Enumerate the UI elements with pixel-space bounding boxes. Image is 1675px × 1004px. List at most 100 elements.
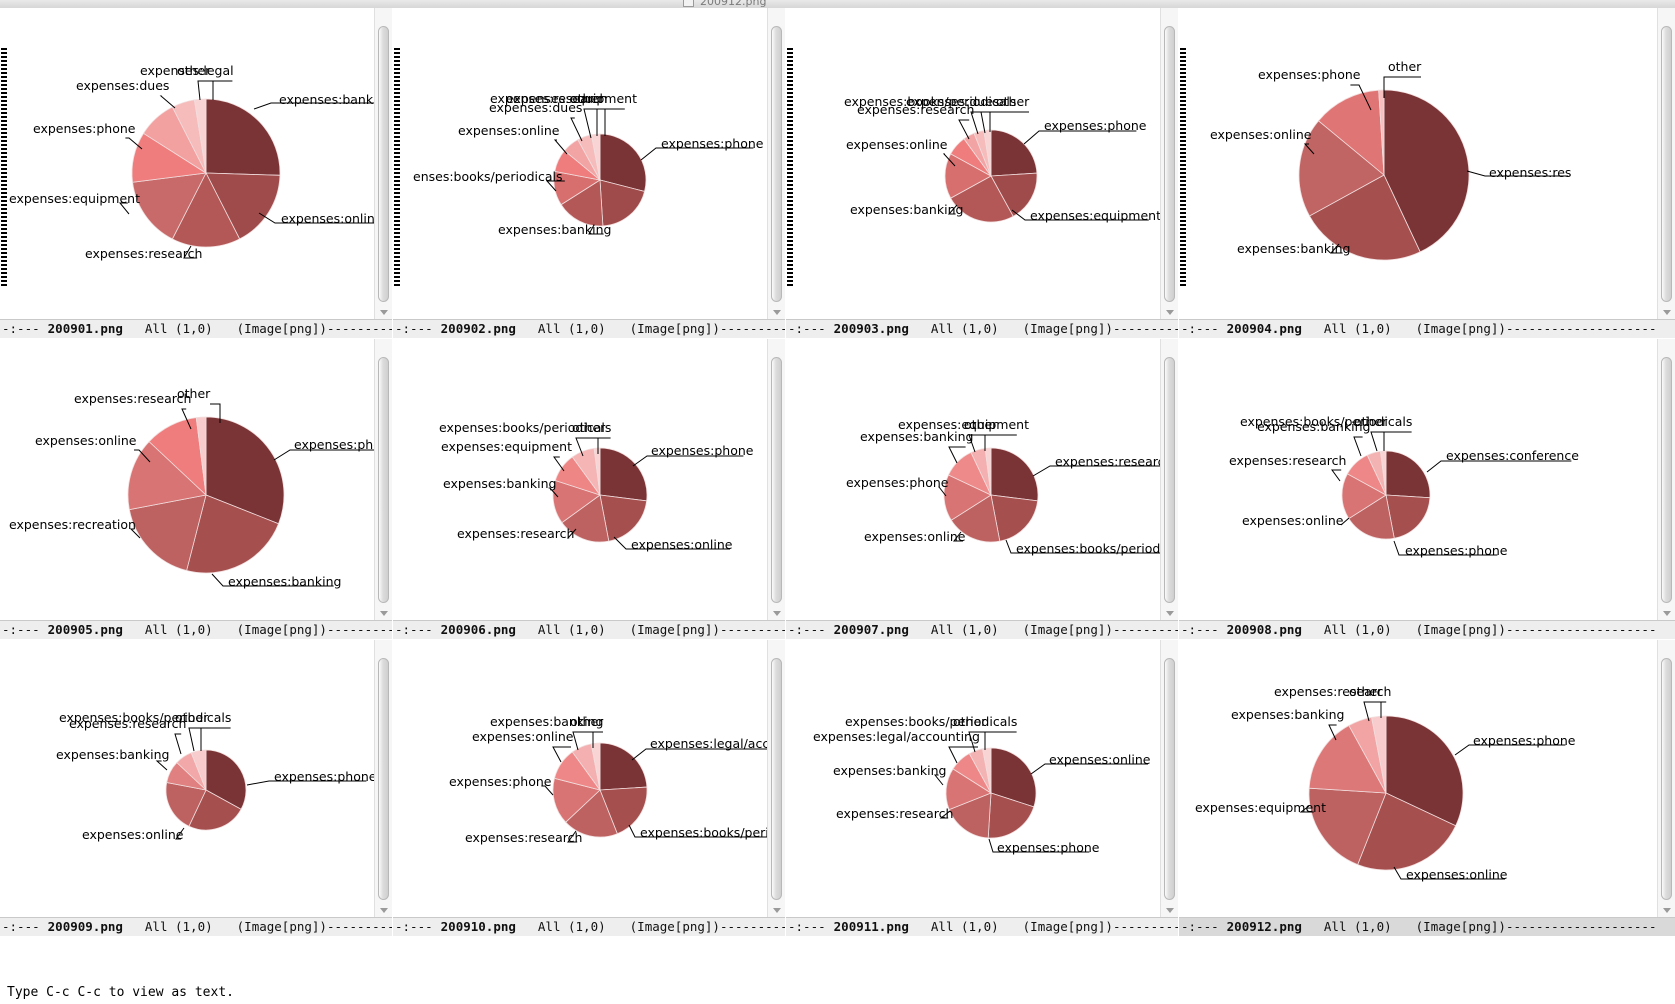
window-scrollbar[interactable] <box>1160 8 1178 320</box>
modeline-200912[interactable]: -:--- 200912.png All (1,0) (Image[png])----… <box>1179 917 1675 936</box>
image-buffer-200901[interactable]: expenses:banking expenses:online expenses:… <box>0 8 392 320</box>
modeline-200905[interactable]: -:--- 200905.png All (1,0) (Image[png])----… <box>0 620 392 639</box>
pie-chart-200901: expenses:banking expenses:online expenses:… <box>9 63 383 261</box>
pie-label: other <box>572 420 606 435</box>
modeline-position: All (1,0) <box>930 622 999 637</box>
scrollbar-down-arrow-icon[interactable] <box>1662 906 1671 916</box>
image-buffer-200910[interactable]: expenses:legal/accoun expenses:books/peri… <box>393 640 785 918</box>
pie-label: expenses:research <box>1274 684 1391 699</box>
modeline-position: All (1,0) <box>144 321 213 336</box>
scrollbar-down-arrow-icon[interactable] <box>1165 609 1174 619</box>
modeline-200908[interactable]: -:--- 200908.png All (1,0) (Image[png])----… <box>1179 620 1675 639</box>
leader-line <box>948 446 966 464</box>
scrollbar-thumb[interactable] <box>1164 658 1175 900</box>
leader-line <box>1023 130 1137 145</box>
window-scrollbar[interactable] <box>1657 8 1675 320</box>
pie-chart-200903: expenses:phone expenses:equipment expenses… <box>844 94 1161 223</box>
pie-label: other <box>1388 59 1422 74</box>
modeline-200902[interactable]: -:--- 200902.png All (1,0) (Image[png])----… <box>393 319 785 338</box>
leader-line <box>258 212 380 224</box>
leader-line <box>980 111 992 134</box>
window-scrollbar[interactable] <box>374 640 392 918</box>
emacs-window-200901[interactable]: expenses:banking expenses:online expenses:… <box>0 8 392 338</box>
image-buffer-200912[interactable]: expenses:phone expenses:online expenses:eq… <box>1179 640 1675 918</box>
modeline-major-mode: (Image[png]) <box>1415 622 1506 637</box>
scrollbar-thumb[interactable] <box>771 658 782 900</box>
image-buffer-200902[interactable]: expenses:phone expenses:banking enses:book… <box>393 8 785 320</box>
image-buffer-200909[interactable]: expenses:phone expenses:online expenses:ba… <box>0 640 392 918</box>
leader-line <box>1299 805 1314 813</box>
window-scrollbar[interactable] <box>374 8 392 320</box>
emacs-window-200906[interactable]: expenses:phone expenses:online expenses:re… <box>393 339 785 639</box>
scrollbar-thumb[interactable] <box>771 357 782 603</box>
scrollbar-down-arrow-icon[interactable] <box>772 308 781 318</box>
emacs-window-200902[interactable]: expenses:phone expenses:banking enses:book… <box>393 8 785 338</box>
scrollbar-thumb[interactable] <box>1661 357 1672 603</box>
modeline-200909[interactable]: -:--- 200909.png All (1,0) (Image[png])----… <box>0 917 392 936</box>
modeline-200903[interactable]: -:--- 200903.png All (1,0) (Image[png])----… <box>786 319 1178 338</box>
scrollbar-thumb[interactable] <box>1661 26 1672 302</box>
leader-line <box>129 528 141 539</box>
scrollbar-thumb[interactable] <box>771 26 782 302</box>
modeline-200911[interactable]: -:--- 200911.png All (1,0) (Image[png])----… <box>786 917 1178 936</box>
emacs-window-200908[interactable]: expenses:conference expenses:phone expense… <box>1179 339 1675 639</box>
scrollbar-down-arrow-icon[interactable] <box>1662 308 1671 318</box>
scrollbar-down-arrow-icon[interactable] <box>379 906 388 916</box>
window-scrollbar[interactable] <box>767 339 785 621</box>
emacs-window-200911[interactable]: expenses:online expenses:phone expenses:re… <box>786 640 1178 936</box>
window-scrollbar[interactable] <box>767 640 785 918</box>
scrollbar-thumb[interactable] <box>1164 357 1175 603</box>
emacs-window-200910[interactable]: expenses:legal/accoun expenses:books/peri… <box>393 640 785 936</box>
pie-slice-1 <box>1357 792 1457 871</box>
pie-label: expenses:dues <box>906 94 999 109</box>
leader-line <box>1370 431 1412 452</box>
window-scrollbar[interactable] <box>1160 339 1178 621</box>
emacs-window-200909[interactable]: expenses:phone expenses:online expenses:ba… <box>0 640 392 936</box>
image-buffer-200907[interactable]: expenses:research expenses:books/periodic… <box>786 339 1178 621</box>
scrollbar-thumb[interactable] <box>378 658 389 900</box>
emacs-window-200912[interactable]: expenses:phone expenses:online expenses:eq… <box>1179 640 1675 936</box>
scrollbar-down-arrow-icon[interactable] <box>1165 906 1174 916</box>
scrollbar-thumb[interactable] <box>1661 658 1672 900</box>
leader-line <box>588 224 604 235</box>
image-buffer-200904[interactable]: expenses:res expenses:banking expenses:onl… <box>1179 8 1675 320</box>
scrollbar-down-arrow-icon[interactable] <box>1165 308 1174 318</box>
image-buffer-200906[interactable]: expenses:phone expenses:online expenses:re… <box>393 339 785 621</box>
image-buffer-200905[interactable]: expenses:phone expenses:banking expenses:r… <box>0 339 392 621</box>
window-scrollbar[interactable] <box>1657 339 1675 621</box>
scrollbar-thumb[interactable] <box>378 357 389 603</box>
emacs-window-200904[interactable]: expenses:res expenses:banking expenses:onl… <box>1179 8 1675 338</box>
scrollbar-thumb[interactable] <box>378 26 389 302</box>
pie-slice-1 <box>987 792 1035 839</box>
scrollbar-down-arrow-icon[interactable] <box>379 609 388 619</box>
modeline-200901[interactable]: -:--- 200901.png All (1,0) (Image[png])----… <box>0 319 392 338</box>
modeline-200907[interactable]: -:--- 200907.png All (1,0) (Image[png])----… <box>786 620 1178 639</box>
pie-slice-0 <box>205 98 281 176</box>
scrollbar-down-arrow-icon[interactable] <box>379 308 388 318</box>
pie-label: expenses:research <box>74 391 191 406</box>
image-buffer-200903[interactable]: expenses:phone expenses:equipment expenses… <box>786 8 1178 320</box>
window-scrollbar[interactable] <box>1657 640 1675 918</box>
pie-slice-2 <box>950 175 1014 223</box>
emacs-window-200905[interactable]: expenses:phone expenses:banking expenses:r… <box>0 339 392 639</box>
window-scrollbar[interactable] <box>767 8 785 320</box>
leader-line <box>631 748 776 761</box>
pie-label: expenses:books/periodicals <box>1240 414 1412 429</box>
modeline-200910[interactable]: -:--- 200910.png All (1,0) (Image[png])----… <box>393 917 785 936</box>
modeline-200906[interactable]: -:--- 200906.png All (1,0) (Image[png])----… <box>393 620 785 639</box>
pie-label: expenses:banking <box>443 476 556 491</box>
window-scrollbar[interactable] <box>1160 640 1178 918</box>
window-scrollbar[interactable] <box>374 339 392 621</box>
pie-chart-200904: expenses:res expenses:banking expenses:onl… <box>1210 59 1571 261</box>
scrollbar-thumb[interactable] <box>1164 26 1175 302</box>
image-buffer-200911[interactable]: expenses:online expenses:phone expenses:re… <box>786 640 1178 918</box>
image-buffer-200908[interactable]: expenses:conference expenses:phone expense… <box>1179 339 1675 621</box>
scrollbar-down-arrow-icon[interactable] <box>772 609 781 619</box>
scrollbar-down-arrow-icon[interactable] <box>772 906 781 916</box>
modeline-200904[interactable]: -:--- 200904.png All (1,0) (Image[png])----… <box>1179 319 1675 338</box>
modeline-buffer-name: 200906.png <box>440 622 516 637</box>
modeline-position: All (1,0) <box>930 321 999 336</box>
emacs-window-200903[interactable]: expenses:phone expenses:equipment expenses… <box>786 8 1178 338</box>
emacs-window-200907[interactable]: expenses:research expenses:books/periodic… <box>786 339 1178 639</box>
scrollbar-down-arrow-icon[interactable] <box>1662 609 1671 619</box>
